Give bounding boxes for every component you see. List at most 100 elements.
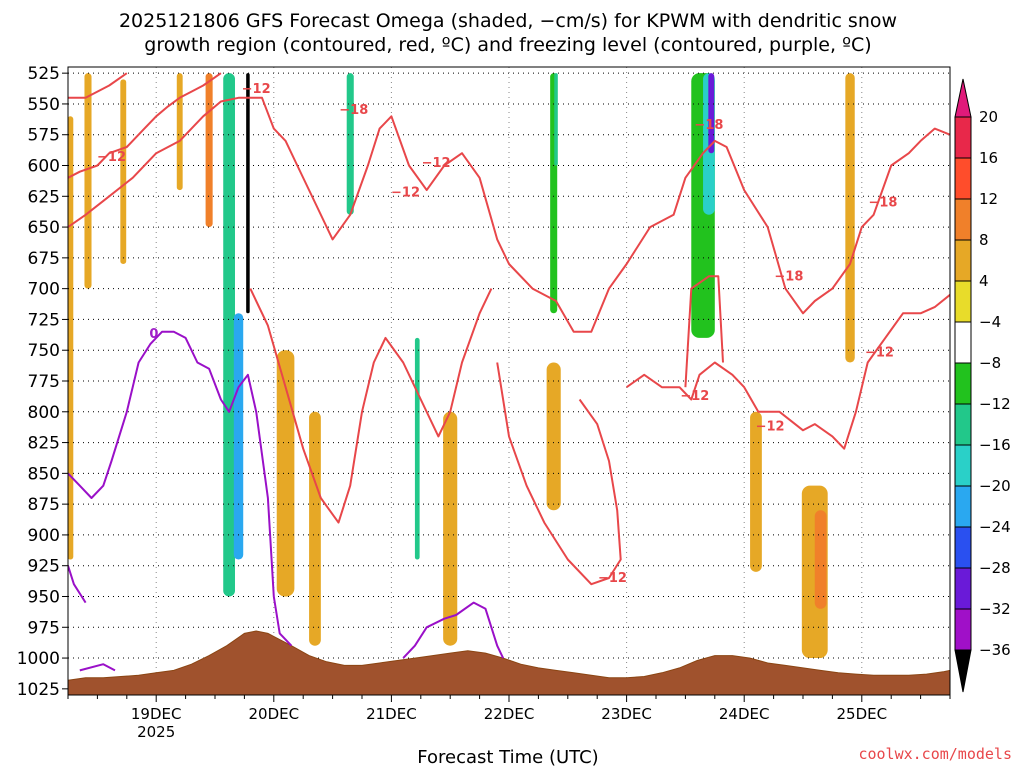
x-tick-label: 25DEC xyxy=(837,705,888,723)
colorbar-label: 12 xyxy=(979,190,998,208)
dendritic-contour-line xyxy=(684,275,724,388)
dendritic-contour-line xyxy=(68,72,128,99)
contour-label: −18 xyxy=(774,269,803,284)
colorbar-segment xyxy=(954,198,972,241)
y-tick-label: 775 xyxy=(28,372,60,392)
colorbar-segment xyxy=(954,239,972,282)
omega-cell xyxy=(941,73,948,388)
freezing-contour-line xyxy=(68,330,293,647)
y-tick-label: 750 xyxy=(28,341,60,361)
colorbar-label: 16 xyxy=(979,149,998,167)
colorbar-segment xyxy=(954,567,972,610)
y-tick-label: 575 xyxy=(28,126,60,146)
chart-title-line1: 2025121806 GFS Forecast Omega (shaded, −… xyxy=(119,10,897,32)
y-tick-label: 625 xyxy=(28,187,60,207)
y-tick-label: 850 xyxy=(28,464,60,484)
colorbar-bottom-arrow xyxy=(954,649,972,693)
credit-text: coolwx.com/models xyxy=(858,745,1012,763)
dendritic-contour-line xyxy=(68,72,222,179)
x-tick-year: 2025 xyxy=(137,723,175,741)
omega-cell xyxy=(176,73,183,191)
omega-cell xyxy=(205,73,213,228)
x-axis-label: Forecast Time (UTC) xyxy=(417,747,598,768)
contour-label: −12 xyxy=(391,186,420,201)
contour-label: 0 xyxy=(149,327,158,342)
omega-cell xyxy=(845,73,855,363)
x-tick-label: 19DEC xyxy=(131,705,182,723)
omega-cell xyxy=(246,73,250,314)
colorbar-segment xyxy=(954,116,972,159)
y-tick-label: 600 xyxy=(28,157,60,177)
colorbar-label: −8 xyxy=(979,354,1001,372)
chart-title-line2: growth region (contoured, red, ºC) and f… xyxy=(144,34,871,56)
y-tick-label: 525 xyxy=(28,64,60,84)
omega-cell xyxy=(814,510,827,609)
omega-cell xyxy=(554,73,558,166)
colorbar-segment xyxy=(954,526,972,569)
colorbar-segment xyxy=(954,280,972,323)
colorbar-label: −24 xyxy=(979,518,1011,536)
contour-label: −12 xyxy=(97,150,126,165)
omega-cell xyxy=(309,411,321,646)
contour-label: −18 xyxy=(339,103,368,118)
colorbar-segment xyxy=(954,608,972,651)
omega-cell xyxy=(761,73,774,314)
omega-cell xyxy=(84,73,92,289)
contour-labels: −12−12−18−12−12−18−18−18−12−12−12−120 xyxy=(97,82,897,586)
colorbar-top-arrow xyxy=(954,78,972,118)
colorbar-label: 20 xyxy=(979,108,998,126)
y-tick-label: 700 xyxy=(28,280,60,300)
colorbar-segment xyxy=(954,444,972,487)
omega-cell xyxy=(276,350,295,597)
contour-label: −12 xyxy=(242,82,271,97)
y-tick-label: 800 xyxy=(28,403,60,423)
omega-cell xyxy=(414,337,420,560)
colorbar-label: −32 xyxy=(979,600,1011,618)
colorbar-label: −16 xyxy=(979,436,1011,454)
omega-cell xyxy=(346,73,354,215)
colorbar-label: −4 xyxy=(979,313,1001,331)
contour-label: −12 xyxy=(422,156,451,171)
y-axis: 525 550 575 600 625 650 675 700 725 750 775 800 825 8… xyxy=(17,64,68,700)
y-tick-label: 975 xyxy=(28,618,60,638)
colorbar-segment xyxy=(954,403,972,446)
x-tick-label: 24DEC xyxy=(719,705,770,723)
freezing-contour-line xyxy=(402,601,505,659)
y-tick-label: 950 xyxy=(28,587,60,607)
colorbar: 20 16 12 8 4 −4 −8 −12 −16 −20 −24 −28 −32 −36 xyxy=(954,78,1011,693)
colorbar-label: 8 xyxy=(979,231,989,249)
y-tick-label: 550 xyxy=(28,95,60,115)
contour-label: −18 xyxy=(868,195,897,210)
dendritic-contour-line xyxy=(249,288,493,524)
omega-cell xyxy=(494,73,501,215)
contour-label: −12 xyxy=(865,346,894,361)
omega-cell xyxy=(233,313,244,560)
omega-cell xyxy=(443,411,458,646)
x-tick-label: 23DEC xyxy=(601,705,652,723)
omega-cell xyxy=(750,411,762,572)
dendritic-contour-line xyxy=(68,96,950,333)
y-tick-label: 825 xyxy=(28,434,60,454)
omega-cell xyxy=(546,362,561,511)
contour-label: −18 xyxy=(694,118,723,133)
dendritic-contours xyxy=(68,72,950,586)
colorbar-segment xyxy=(954,485,972,528)
freezing-level-contours xyxy=(68,330,505,672)
y-tick-label: 675 xyxy=(28,249,60,269)
dendritic-contour-line xyxy=(496,362,622,586)
omega-cell xyxy=(708,73,715,154)
x-tick-label: 20DEC xyxy=(249,705,300,723)
omega-cell xyxy=(120,79,127,265)
y-tick-label: 900 xyxy=(28,526,60,546)
y-tick-label: 925 xyxy=(28,557,60,577)
colorbar-label: −28 xyxy=(979,559,1011,577)
terrain-fill xyxy=(68,630,950,695)
freezing-contour-line xyxy=(68,565,87,604)
dendritic-contour-line xyxy=(626,294,950,450)
omega-cell xyxy=(223,73,235,597)
contour-label: −12 xyxy=(598,571,627,586)
colorbar-label: −20 xyxy=(979,477,1011,495)
colorbar-segment xyxy=(954,362,972,405)
x-tick-label: 22DEC xyxy=(484,705,535,723)
